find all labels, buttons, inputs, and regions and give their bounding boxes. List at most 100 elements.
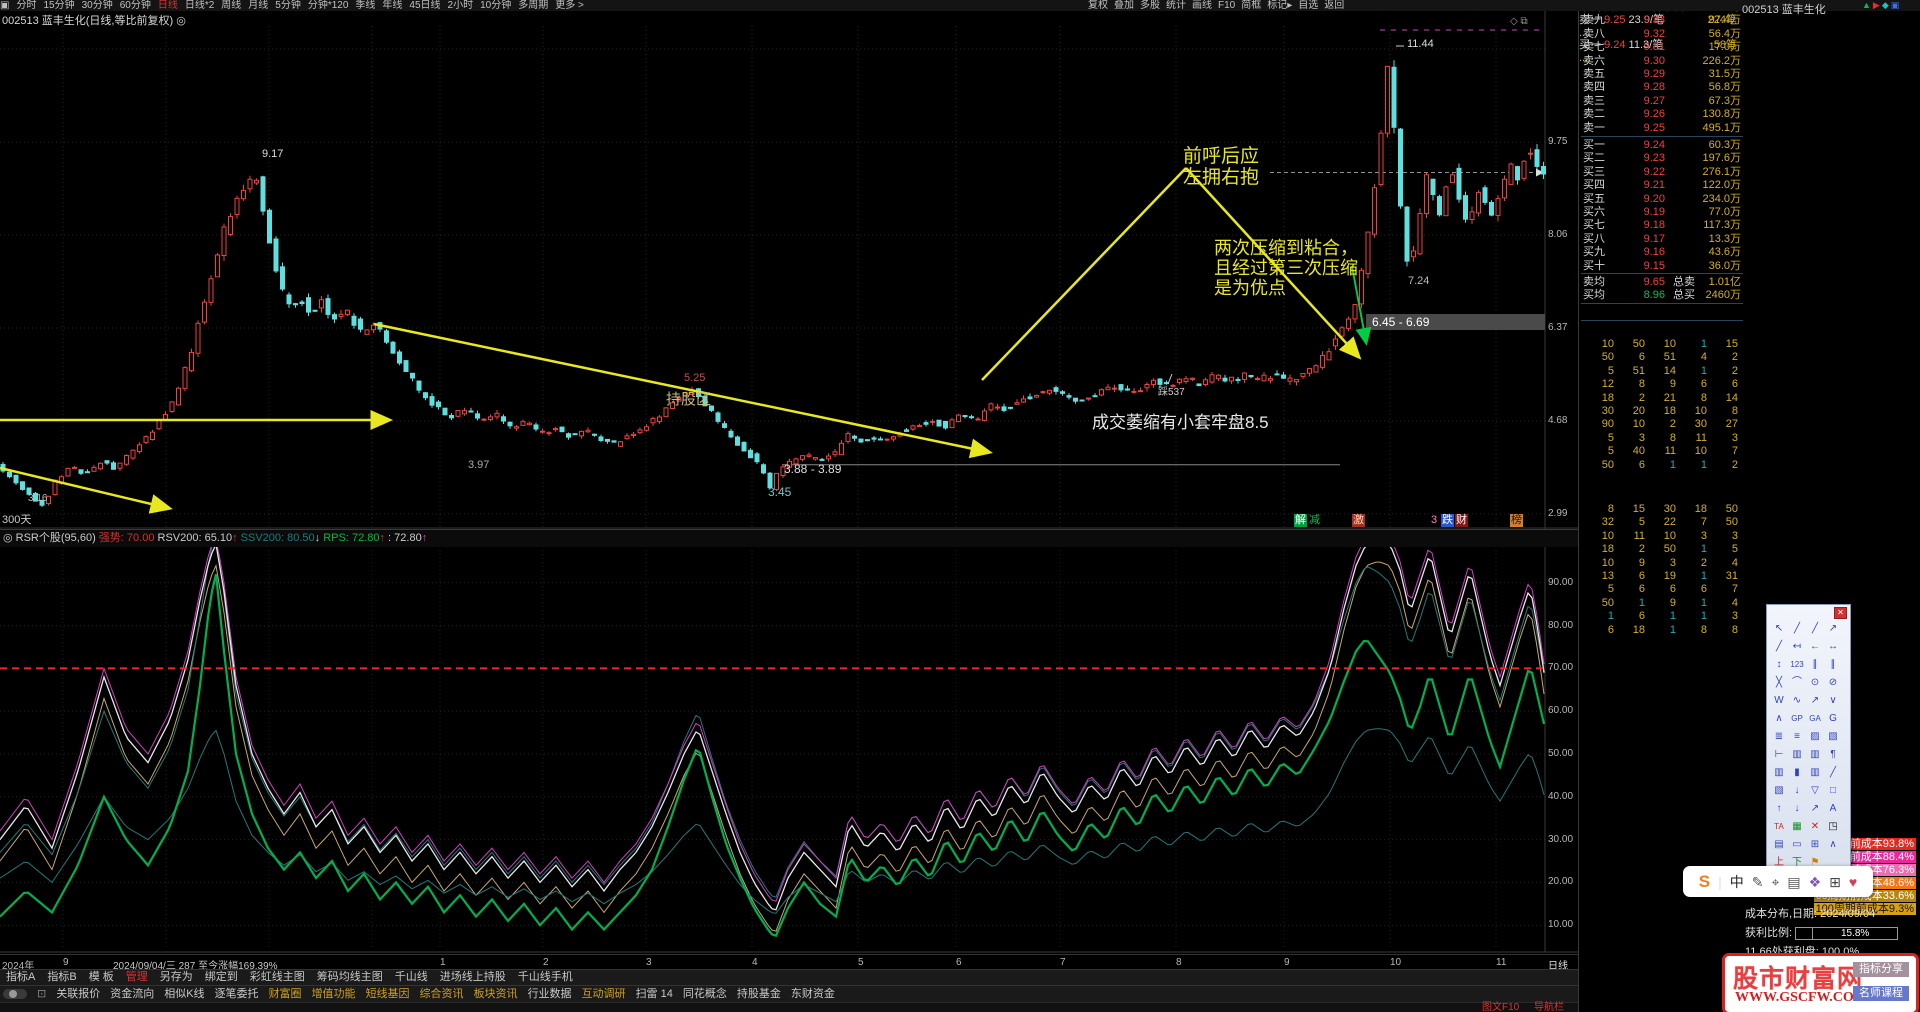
drawing-tool-icon[interactable]: ▨ xyxy=(1810,731,1820,742)
function-toolbar-item[interactable]: 相似K线 xyxy=(164,988,205,1000)
function-toolbar-item[interactable]: 东财资金 xyxy=(790,988,835,1000)
candlestick-chart[interactable] xyxy=(0,0,1578,954)
drawing-tool-icon[interactable]: G xyxy=(1829,713,1837,724)
orderbook-row[interactable]: 卖一 9.25 495.1万 xyxy=(1583,121,1741,134)
function-toolbar-item[interactable]: 板块资讯 xyxy=(473,988,518,1000)
template-toolbar-item[interactable]: 管理 xyxy=(125,971,148,983)
drawing-tool-icon[interactable]: ↖ xyxy=(1774,623,1784,634)
event-tag[interactable]: 榜 xyxy=(1510,514,1523,527)
orderbook-row[interactable]: 买六 9.19 77.0万 xyxy=(1583,206,1741,218)
event-tag[interactable]: 解 xyxy=(1294,514,1307,527)
period-menu-item[interactable]: 年线 xyxy=(382,0,403,11)
drawing-tool-icon[interactable]: ↕ xyxy=(1776,659,1782,670)
period-menu-item[interactable]: 30分钟 xyxy=(81,0,113,11)
drawing-tool-icon[interactable]: 下 xyxy=(1792,857,1802,868)
drawing-tool-icon[interactable]: ⌒ xyxy=(1792,677,1802,688)
function-toolbar-item[interactable]: 持股基金 xyxy=(736,988,781,1000)
template-toolbar-item[interactable]: 进场线上持股 xyxy=(439,971,506,983)
tools-menu-item[interactable]: 画线 xyxy=(1192,0,1212,11)
template-toolbar-item[interactable]: 绑定到 xyxy=(204,971,238,983)
period-menu-item[interactable]: 分时 xyxy=(16,0,37,11)
template-toolbar-item[interactable]: 模 板 xyxy=(88,971,114,983)
template-toolbar-item[interactable]: 千山线 xyxy=(394,971,428,983)
drawing-tool-icon[interactable]: ▦ xyxy=(1792,821,1802,832)
function-toolbar-item[interactable]: 互动调研 xyxy=(581,988,626,1000)
drawing-tool-icon[interactable]: GA xyxy=(1809,714,1821,723)
period-menu-item[interactable]: 15分钟 xyxy=(43,0,75,11)
drawing-tool-icon[interactable]: ∧ xyxy=(1775,713,1783,724)
tools-menu-item[interactable]: 统计 xyxy=(1166,0,1186,11)
tools-menu-item[interactable]: 标记▸ xyxy=(1267,0,1293,11)
orderbook-row[interactable]: 卖六 9.30 226.2万 xyxy=(1583,54,1741,67)
drawing-tool-icon[interactable]: A xyxy=(1829,803,1837,814)
drawing-tool-icon[interactable]: ⊙ xyxy=(1810,677,1820,688)
period-menu-item[interactable]: 日线*2 xyxy=(184,0,215,11)
period-menu-item[interactable]: 更多 > xyxy=(555,0,584,11)
tools-menu-item[interactable]: 简框 xyxy=(1241,0,1262,11)
drawing-tool-icon[interactable]: 123 xyxy=(1790,660,1804,669)
orderbook-row[interactable]: 卖九 9.33 97.4万 xyxy=(1583,14,1741,27)
template-toolbar-item[interactable]: 筹码均线主图 xyxy=(316,971,383,983)
window-icon[interactable]: ▣ xyxy=(1890,0,1902,10)
drawing-tool-icon[interactable]: ∥ xyxy=(1812,659,1818,670)
template-toolbar-item[interactable]: 彩虹线主图 xyxy=(249,971,305,983)
drawing-tool-icon[interactable]: 上 xyxy=(1774,857,1784,868)
period-menu-item[interactable]: 分钟*120 xyxy=(307,0,349,11)
indicator-header[interactable]: ◎ RSR个股(95,60) 强势: 70.00 RSV200: 65.10↑ … xyxy=(0,529,1581,547)
orderbook-row[interactable]: 卖二 9.26 130.8万 xyxy=(1583,108,1741,121)
drawing-tool-icon[interactable]: ▥ xyxy=(1810,749,1820,760)
drawing-tool-icon[interactable]: ← xyxy=(1810,641,1820,652)
drawing-tool-icon[interactable]: ↓ xyxy=(1794,785,1800,796)
function-toolbar-item[interactable]: 扫雷 14 xyxy=(635,988,673,1000)
tools-menu-item[interactable]: 叠加 xyxy=(1114,0,1134,11)
event-tag[interactable]: 激 xyxy=(1352,514,1365,527)
orderbook-row[interactable]: 卖四 9.28 56.8万 xyxy=(1583,81,1741,94)
template-toolbar-item[interactable]: 千山线手机 xyxy=(517,971,573,983)
function-toolbar-item[interactable]: 综合资讯 xyxy=(419,988,464,1000)
ime-lang-icon[interactable]: 中 xyxy=(1729,874,1744,890)
tools-menu-item[interactable]: 自选 xyxy=(1298,0,1319,11)
period-menu-item[interactable]: 季线 xyxy=(355,0,376,11)
period-menu-item[interactable]: 月线 xyxy=(248,0,269,11)
toggle-switch[interactable] xyxy=(3,989,27,1000)
period-menu-item[interactable]: 10分钟 xyxy=(480,0,512,11)
drawing-tool-icon[interactable]: ↔ xyxy=(1828,641,1838,652)
function-toolbar-item[interactable]: 资金流向 xyxy=(110,988,155,1000)
status-bar-item[interactable]: 导航栏 xyxy=(1534,1002,1564,1012)
drawing-tool-icon[interactable]: GP xyxy=(1791,714,1803,723)
drawing-tool-icon[interactable]: ╱ xyxy=(1775,641,1783,652)
event-tag[interactable]: 跌 xyxy=(1441,514,1454,527)
drawing-tools-grid[interactable]: ↖ ╱ ╱ ↗ ╱ ↤ ← ↔ ↕ 123 ∥ ∥ ╳ ⌒ ⊙ ⊘ W ∿ ↗ ∨ ∧ GP GA G ≣ ≡ ▨ ▧ ⊢ ▥ ▥ ¶ ▥ ▮ ▥ ╱… xyxy=(1770,621,1847,891)
drawing-tool-icon[interactable]: ∨ xyxy=(1829,695,1837,706)
drawing-tool-icon[interactable]: □ xyxy=(1829,785,1837,796)
drawing-tool-icon[interactable]: ∿ xyxy=(1792,695,1802,706)
tools-menu-item[interactable]: 多股 xyxy=(1140,0,1160,11)
drawing-tool-icon[interactable]: ∧ xyxy=(1829,839,1837,850)
drawing-tool-icon[interactable]: ↗ xyxy=(1810,695,1820,706)
template-toolbar-item[interactable]: 指标A xyxy=(6,971,36,983)
diamond-icon[interactable]: ◆ xyxy=(1881,0,1891,10)
drawing-tool-icon[interactable]: ↤ xyxy=(1792,641,1802,652)
sogou-logo-icon[interactable]: S xyxy=(1698,872,1711,891)
function-toolbar-item[interactable]: 同花概念 xyxy=(682,988,727,1000)
drawing-tool-icon[interactable]: ◳ xyxy=(1828,821,1838,832)
toolbox-icon[interactable]: ⊞ xyxy=(1829,874,1841,890)
tools-menu-item[interactable]: 复权 xyxy=(1088,0,1108,11)
function-toolbar-item[interactable]: 逐笔委托 xyxy=(214,988,259,1000)
orderbook-row[interactable]: 买四 9.21 122.0万 xyxy=(1583,179,1741,192)
period-menu-item[interactable]: 60分钟 xyxy=(119,0,151,11)
period-menu-item[interactable]: 日线 xyxy=(157,0,178,11)
drawing-tool-icon[interactable]: ▧ xyxy=(1828,731,1838,742)
event-tag[interactable]: 减 xyxy=(1309,514,1320,526)
drawing-tool-icon[interactable]: ↗ xyxy=(1828,623,1838,634)
period-menu-item[interactable]: 周线 xyxy=(221,0,242,11)
function-toolbar-item[interactable]: 关联报价 xyxy=(56,988,101,1000)
drawing-tool-icon[interactable]: ▥ xyxy=(1810,767,1820,778)
drawing-tool-icon[interactable]: ╱ xyxy=(1811,623,1819,634)
drawing-tool-icon[interactable]: ▭ xyxy=(1792,839,1802,850)
drawing-tool-icon[interactable]: ▥ xyxy=(1792,749,1802,760)
play-icon[interactable]: ▶ xyxy=(1872,0,1882,10)
tools-menu-item[interactable]: F10 xyxy=(1218,0,1236,11)
drawing-tool-icon[interactable]: ▧ xyxy=(1774,785,1784,796)
drawing-tool-icon[interactable]: ▮ xyxy=(1794,767,1800,778)
